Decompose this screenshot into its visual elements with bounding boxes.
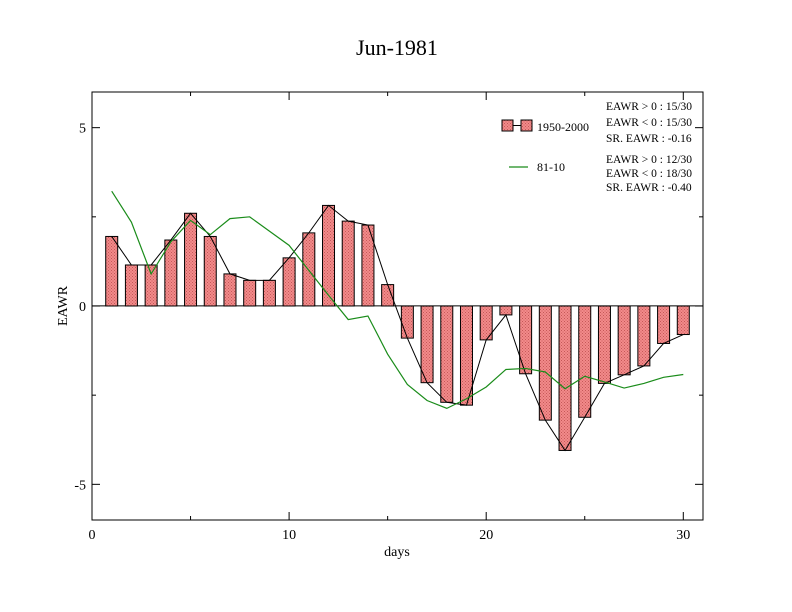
x-tick-label: 0 bbox=[89, 528, 96, 543]
bar bbox=[124, 264, 138, 307]
annotation-sr-8110: SR. EAWR : -0.40 bbox=[606, 182, 692, 194]
x-tick-label: 20 bbox=[479, 528, 493, 543]
x-axis: 0 10 20 30 bbox=[89, 92, 690, 543]
y-axis-label: EAWR bbox=[56, 285, 71, 326]
chart-title: Jun-1981 bbox=[356, 35, 438, 60]
bar bbox=[676, 305, 690, 336]
bar bbox=[243, 279, 257, 307]
bar bbox=[657, 305, 671, 344]
annotation-pos-8110: EAWR > 0 : 12/30 bbox=[606, 154, 692, 166]
bar bbox=[203, 235, 217, 307]
bar bbox=[519, 305, 533, 375]
line-series bbox=[111, 190, 684, 410]
y-tick-label: 5 bbox=[79, 122, 86, 137]
bar bbox=[400, 305, 414, 339]
bar-series bbox=[105, 204, 690, 451]
bar bbox=[440, 305, 454, 403]
legend-label-1950-2000: 1950-2000 bbox=[537, 120, 589, 134]
bar bbox=[164, 239, 178, 307]
bar bbox=[262, 279, 276, 307]
bar bbox=[341, 220, 355, 307]
bar bbox=[223, 273, 237, 307]
legend-bar-swatch-left bbox=[501, 119, 514, 132]
bar bbox=[597, 305, 611, 384]
bar bbox=[499, 305, 513, 316]
y-tick-label: -5 bbox=[74, 478, 86, 493]
bar bbox=[144, 264, 158, 307]
legend-bar-swatch-right bbox=[520, 119, 533, 132]
legend: 1950-2000 81-10 bbox=[501, 119, 589, 174]
annotation-sr-1950: SR. EAWR : -0.16 bbox=[606, 133, 692, 145]
x-tick-label: 30 bbox=[676, 528, 690, 543]
bar bbox=[105, 235, 119, 307]
bar bbox=[637, 305, 651, 367]
y-tick-label: 0 bbox=[79, 300, 86, 315]
bar bbox=[282, 257, 296, 307]
bar bbox=[184, 212, 198, 307]
x-tick-label: 10 bbox=[282, 528, 296, 543]
bar bbox=[420, 305, 434, 384]
bar bbox=[578, 305, 592, 418]
y-axis: 5 0 -5 bbox=[74, 122, 703, 493]
annotation-pos-1950: EAWR > 0 : 15/30 bbox=[606, 101, 692, 113]
bar-series-line bbox=[111, 204, 684, 452]
annotation-neg-8110: EAWR < 0 : 18/30 bbox=[606, 168, 692, 180]
x-axis-label: days bbox=[384, 545, 410, 560]
annotation-neg-1950: EAWR < 0 : 15/30 bbox=[606, 117, 692, 129]
bar bbox=[558, 305, 572, 451]
bar bbox=[617, 305, 631, 376]
legend-label-81-10: 81-10 bbox=[537, 160, 565, 174]
bar bbox=[538, 305, 552, 421]
stats-annotations: EAWR > 0 : 15/30 EAWR < 0 : 15/30 SR. EA… bbox=[606, 101, 692, 194]
